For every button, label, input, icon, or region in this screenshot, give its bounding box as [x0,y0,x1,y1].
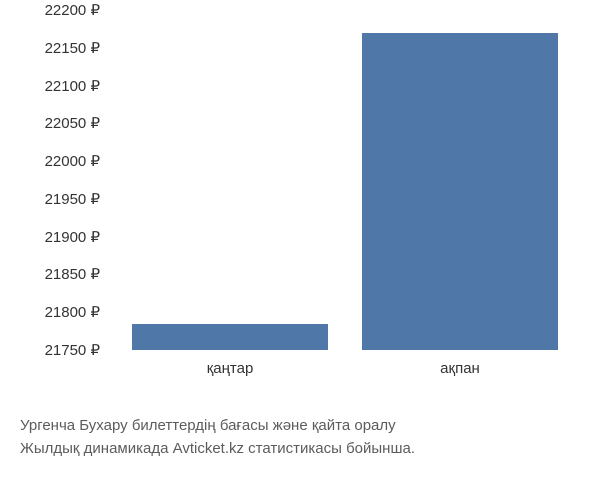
y-tick-label: 22100 ₽ [45,77,100,95]
y-tick-label: 22200 ₽ [45,1,100,19]
price-chart: 21750 ₽ 21800 ₽ 21850 ₽ 21900 ₽ 21950 ₽ 22000… [20,10,580,390]
caption-line-1: Ургенча Бухару билеттердің бағасы және қ… [20,415,415,438]
y-tick-label: 22150 ₽ [45,39,100,57]
y-tick-label: 21800 ₽ [45,303,100,321]
y-tick-label: 21900 ₽ [45,228,100,246]
x-tick-label: қаңтар [207,360,254,377]
chart-caption: Ургенча Бухару билеттердің бағасы және қ… [20,415,415,460]
y-tick-label: 21850 ₽ [45,265,100,283]
caption-line-2: Жылдық динамикада Avticket.kz статистика… [20,438,415,461]
bar [132,324,328,350]
y-axis: 21750 ₽21800 ₽21850 ₽21900 ₽21950 ₽22000… [20,10,110,350]
y-tick-label: 22000 ₽ [45,152,100,170]
plot-area [115,10,575,350]
y-tick-label: 22050 ₽ [45,114,100,132]
bar [362,33,558,350]
x-tick-label: ақпан [440,360,480,377]
y-tick-label: 21750 ₽ [45,341,100,359]
y-tick-label: 21950 ₽ [45,190,100,208]
x-axis: қаңтар ақпан [115,355,575,385]
